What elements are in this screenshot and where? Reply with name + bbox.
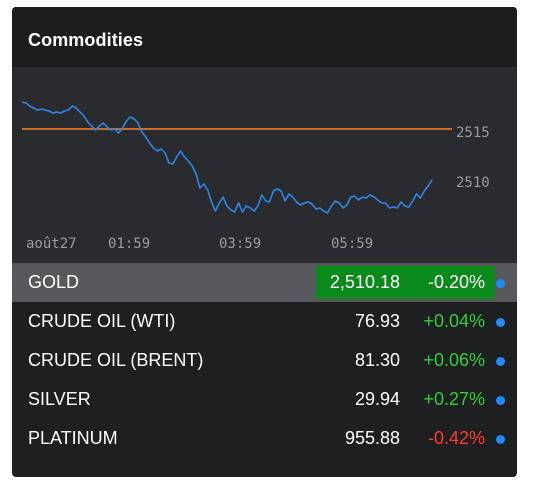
commodity-name: PLATINUM: [28, 428, 118, 448]
commodity-change: +0.27%: [423, 389, 485, 409]
y-tick-label: 2510: [456, 175, 490, 191]
commodity-name: SILVER: [28, 389, 91, 409]
commodity-change: +0.06%: [423, 350, 485, 370]
x-tick-label: août27: [26, 236, 77, 252]
x-tick-label: 01:59: [108, 236, 150, 252]
commodity-row-silver[interactable]: SILVER 29.94 +0.27%: [12, 380, 517, 419]
commodity-row-crude-oil-wti[interactable]: CRUDE OIL (WTI) 76.93 +0.04%: [12, 302, 517, 341]
y-tick-label: 2515: [456, 125, 490, 141]
status-dot-icon: [496, 396, 505, 405]
status-dot-icon: [496, 357, 505, 366]
commodity-change: +0.04%: [423, 311, 485, 331]
commodity-row-gold[interactable]: GOLD 2,510.18 -0.20%: [12, 263, 517, 302]
commodity-row-crude-oil-brent[interactable]: CRUDE OIL (BRENT) 81.30 +0.06%: [12, 341, 517, 380]
price-series-line: [21, 101, 433, 214]
commodity-price: 955.88: [344, 428, 400, 448]
commodity-price: 76.93: [354, 311, 400, 331]
commodity-price: 29.94: [354, 389, 400, 409]
status-dot-icon: [496, 279, 505, 288]
status-dot-icon: [496, 435, 505, 444]
commodity-list: GOLD 2,510.18 -0.20% CRUDE OIL (WTI) 76.…: [12, 263, 517, 458]
commodity-name: GOLD: [28, 272, 80, 292]
commodity-row-platinum[interactable]: PLATINUM 955.88 -0.42%: [12, 419, 517, 458]
commodity-name: CRUDE OIL (WTI): [28, 311, 176, 331]
chart-svg: 2510 2515 août27 01:59 03:59 05:59: [21, 101, 490, 252]
widget-header: Commodities: [12, 7, 517, 67]
commodity-price: 2,510.18: [329, 272, 400, 292]
commodity-name: CRUDE OIL (BRENT): [28, 350, 204, 370]
price-chart[interactable]: 2510 2515 août27 01:59 03:59 05:59: [12, 67, 517, 263]
price-highlight: [316, 266, 495, 299]
widget-title: Commodities: [28, 30, 144, 50]
x-tick-label: 03:59: [219, 236, 261, 252]
commodities-widget: Commodities 2510 2515 août27 01:59 03:59 05:5…: [12, 7, 517, 477]
commodity-price: 81.30: [354, 350, 400, 370]
commodity-change: -0.42%: [427, 428, 485, 448]
x-tick-label: 05:59: [331, 236, 373, 252]
status-dot-icon: [496, 318, 505, 327]
commodity-change: -0.20%: [427, 272, 485, 292]
